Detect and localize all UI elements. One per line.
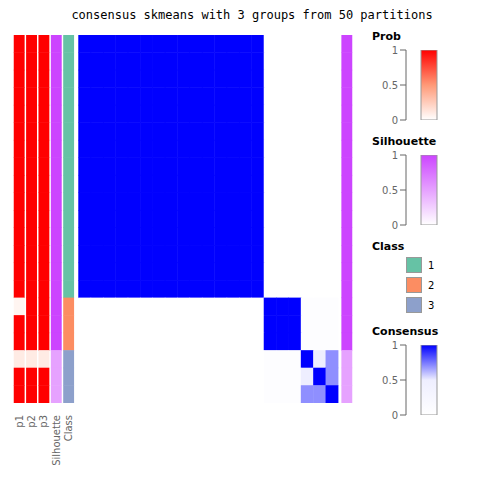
html-text:3: 3 xyxy=(428,299,435,311)
svg-text:0.5: 0.5 xyxy=(382,185,398,196)
html-text:1: 1 xyxy=(428,259,435,271)
svg-text:0.5: 0.5 xyxy=(382,80,398,91)
svg-text:p3: p3 xyxy=(38,415,49,428)
html-text:2: 2 xyxy=(428,279,435,291)
svg-text:p1: p1 xyxy=(14,415,25,428)
html-text:Prob: Prob xyxy=(372,30,401,43)
svg-text:0.5: 0.5 xyxy=(382,375,398,386)
svg-text:0: 0 xyxy=(392,115,398,126)
svg-text:0: 0 xyxy=(392,410,398,421)
svg-text:1: 1 xyxy=(392,45,398,56)
svg-text:1: 1 xyxy=(392,340,398,351)
html-text:consensus skmeans with 3 group: consensus skmeans with 3 groups from 50 … xyxy=(71,8,433,22)
html-text:Consensus: Consensus xyxy=(372,325,439,338)
html-text:Class: Class xyxy=(372,240,405,253)
svg-text:1: 1 xyxy=(392,150,398,161)
html-text:Silhouette: Silhouette xyxy=(372,135,437,148)
svg-text:0: 0 xyxy=(392,220,398,231)
svg-text:p2: p2 xyxy=(26,415,37,428)
svg-text:Class: Class xyxy=(63,415,74,441)
svg-text:Silhouette: Silhouette xyxy=(51,415,62,466)
